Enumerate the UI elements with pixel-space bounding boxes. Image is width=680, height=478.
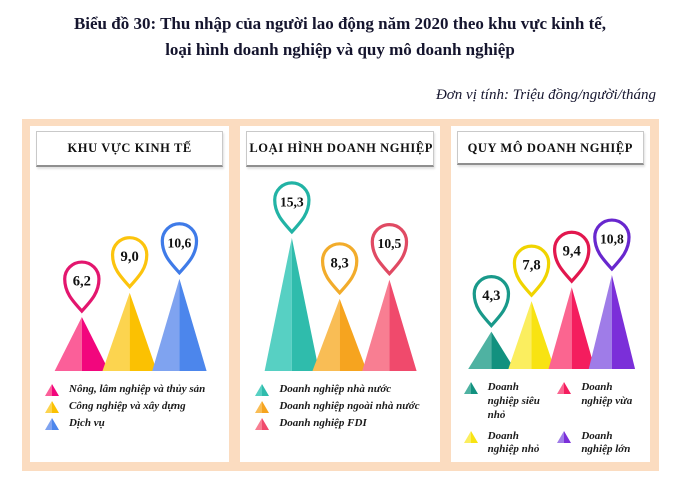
legend-label: Doanh nghiệp siêu nhỏ [487, 381, 540, 421]
marker-value-label: 8,3 [331, 255, 349, 271]
legend-triangle-icon [557, 430, 572, 443]
legend-item: Doanh nghiệp nhà nước [254, 383, 435, 397]
triangle-chart: 6,2 9,0 10,6 [34, 167, 225, 379]
marker-value-label: 7,8 [522, 258, 540, 274]
chart-title: Biểu đồ 30: Thu nhập của người lao động … [0, 11, 680, 62]
legend-triangle-icon [463, 382, 478, 395]
triangle-chart: 4,3 7,8 9,4 10,8 [455, 165, 646, 377]
chart-title-line2: loại hình doanh nghiệp và quy mô doanh n… [165, 39, 515, 59]
triangle-chart: 15,3 8,3 10,5 [244, 167, 435, 379]
legend-triangle-icon [45, 401, 59, 413]
legend-triangle-icon [45, 384, 59, 396]
legend-label: Nông, lâm nghiệp và thủy sản [69, 383, 206, 395]
unit-note: Đơn vị tính: Triệu đồng/người/tháng [435, 87, 656, 103]
value-marker: 8,3 [321, 242, 359, 296]
legend-item: Doanh nghiệp lớn [556, 430, 646, 458]
legend-triangle-icon [557, 382, 572, 395]
legend-triangle-icon [255, 401, 270, 413]
legend-label: Dịch vụ [69, 417, 105, 429]
value-marker: 10,5 [371, 223, 409, 277]
value-marker: 7,8 [512, 244, 550, 298]
legend-triangle-icon [45, 418, 59, 430]
marker-value-label: 4,3 [482, 288, 500, 304]
marker-value-label: 9,0 [121, 249, 139, 265]
legend-triangle-icon [255, 418, 270, 430]
legend-item: Nông, lâm nghiệp và thủy sản [44, 383, 225, 397]
triangle-bar [312, 298, 368, 371]
triangle-bar [102, 292, 157, 371]
chart-board: KHU VỰC KINH TẾ 6,2 9,0 10,6 Nông, l [22, 119, 659, 471]
value-marker: 9,4 [552, 230, 591, 284]
value-marker: 4,3 [472, 275, 510, 329]
panel-loai-hinh-doanh-nghiep: LOẠI HÌNH DOANH NGHIỆP 15,3 8,3 10,5 [240, 126, 440, 462]
value-marker: 9,0 [110, 236, 149, 290]
legend-item: Doanh nghiệp FDI [254, 417, 435, 431]
triangle-bar [54, 317, 110, 371]
marker-value-label: 6,2 [73, 274, 91, 290]
triangle-bar [152, 278, 207, 371]
legend-label: Công nghiệp và xây dựng [69, 400, 186, 412]
marker-value-label: 9,4 [562, 244, 580, 260]
panel-khu-vuc-kinh-te: KHU VỰC KINH TẾ 6,2 9,0 10,6 Nông, l [30, 126, 230, 462]
legend-item: Doanh nghiệp nhỏ [463, 430, 553, 458]
triangle-bar [362, 279, 417, 371]
marker-value-label: 10,6 [168, 235, 192, 250]
value-marker: 15,3 [273, 181, 311, 235]
marker-value-label: 10,8 [600, 232, 624, 247]
legend: Doanh nghiệp siêu nhỏ Doanh nghiệp nhỏ D… [455, 377, 646, 460]
legend-label: Doanh nghiệp vừa [581, 381, 633, 407]
legend-item: Công nghiệp và xây dựng [44, 400, 225, 414]
legend-label: Doanh nghiệp ngoài nhà nước [279, 400, 420, 412]
triangle-chart-svg: 6,2 9,0 10,6 [54, 222, 207, 371]
triangle-bar [467, 331, 515, 370]
chart-title-line1: Biểu đồ 30: Thu nhập của người lao động … [73, 14, 607, 33]
triangle-chart-svg: 15,3 8,3 10,5 [264, 181, 417, 371]
legend: Nông, lâm nghiệp và thủy sản Công nghiệp… [34, 379, 225, 434]
marker-value-label: 10,5 [378, 236, 402, 251]
legend-label: Doanh nghiệp FDI [279, 417, 367, 429]
legend-item: Doanh nghiệp vừa [556, 381, 646, 422]
legend: Doanh nghiệp nhà nước Doanh nghiệp ngoài… [244, 379, 435, 434]
panel-quy-mo-doanh-nghiep: QUY MÔ DOANH NGHIỆP 4,3 7,8 9,4 10,8 [450, 126, 650, 462]
triangle-bar [588, 275, 635, 370]
legend-item: Doanh nghiệp ngoài nhà nước [254, 400, 435, 414]
value-marker: 10,6 [160, 222, 199, 276]
value-marker: 6,2 [63, 260, 101, 314]
panel-header: KHU VỰC KINH TẾ [36, 131, 224, 167]
legend-label: Doanh nghiệp lớn [581, 429, 631, 456]
triangle-bar [548, 287, 595, 370]
legend-item: Dịch vụ [44, 417, 225, 431]
panel-header: LOẠI HÌNH DOANH NGHIỆP [246, 131, 434, 167]
panel-header: QUY MÔ DOANH NGHIỆP [456, 131, 644, 166]
marker-value-label: 15,3 [280, 194, 304, 209]
legend-triangle-icon [255, 384, 270, 396]
triangle-bar [264, 237, 320, 371]
legend-label: Doanh nghiệp nhỏ [487, 429, 540, 456]
value-marker: 10,8 [592, 218, 631, 272]
triangle-bar [508, 301, 555, 370]
triangle-chart-svg: 4,3 7,8 9,4 10,8 [467, 218, 635, 370]
page: { "title": { "line1": "Biểu đồ 30: Thu n… [0, 11, 680, 478]
legend-triangle-icon [463, 430, 478, 443]
legend-label: Doanh nghiệp nhà nước [279, 383, 392, 395]
legend-item: Doanh nghiệp siêu nhỏ [463, 381, 553, 422]
